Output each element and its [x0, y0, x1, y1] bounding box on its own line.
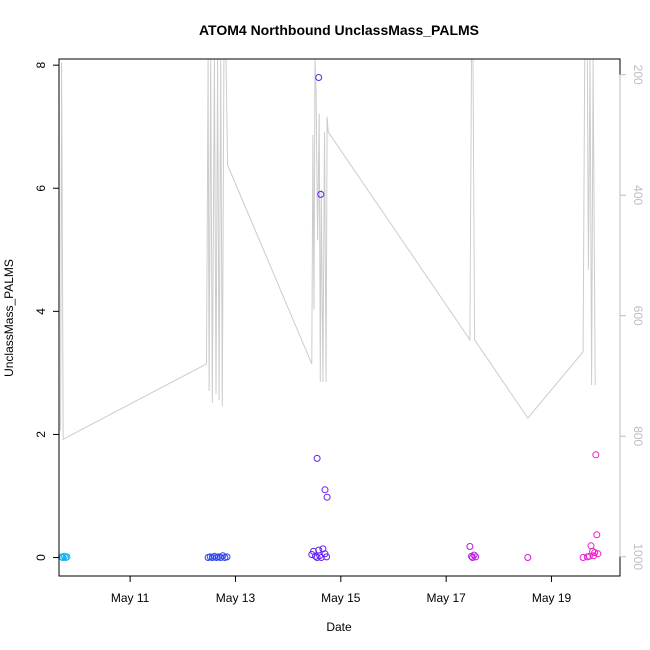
data-point [472, 553, 480, 561]
x-tick-label: May 17 [426, 591, 466, 605]
data-point [63, 553, 71, 561]
scatter-points-layer [58, 74, 602, 561]
data-point [321, 486, 329, 494]
data-point [593, 531, 601, 539]
data-point [317, 554, 325, 561]
data-point [317, 190, 325, 198]
data-point [594, 550, 602, 558]
data-point [579, 554, 587, 561]
data-point [524, 554, 532, 561]
y-axis-label: UnclassMass_PALMS [2, 259, 16, 377]
x-axis-label: Date [326, 620, 352, 634]
x-tick-label: May 13 [216, 591, 256, 605]
y2-tick-label: 400 [631, 185, 645, 205]
data-point [590, 552, 598, 560]
chart-title: ATOM4 Northbound UnclassMass_PALMS [199, 22, 479, 38]
x-axis: May 11 May 13 May 15 May 17 May 19 [111, 575, 572, 605]
data-point [466, 543, 474, 550]
y-tick-label: 4 [34, 308, 48, 315]
data-point [591, 549, 599, 557]
data-point [59, 554, 67, 561]
y-tick-label: 8 [34, 61, 48, 68]
y2-tick-label: 600 [631, 306, 645, 326]
y-tick-label: 0 [34, 554, 48, 561]
data-point [585, 552, 593, 560]
data-point [592, 451, 600, 459]
x-tick-label: May 11 [111, 591, 150, 605]
y2-tick-label: 800 [631, 426, 645, 446]
y-tick-label: 6 [34, 185, 48, 192]
y-axis-right: 200 400 600 800 1000 [619, 65, 645, 570]
data-point [313, 454, 321, 462]
right-axis-line-layer [60, 58, 596, 441]
y2-tick-label: 200 [631, 65, 645, 85]
data-point [470, 551, 478, 559]
data-point [315, 74, 323, 81]
data-point [60, 552, 68, 560]
x-tick-label: May 19 [532, 591, 572, 605]
data-point [223, 553, 231, 561]
y-axis-left: 0 2 4 6 8 [34, 61, 60, 561]
y2-tick-label: 1000 [631, 543, 645, 570]
data-point [219, 552, 227, 560]
data-point [323, 493, 331, 501]
x-tick-label: May 15 [321, 591, 361, 605]
altitude-line [60, 58, 596, 441]
y-tick-label: 2 [34, 431, 48, 438]
data-point [323, 553, 331, 561]
